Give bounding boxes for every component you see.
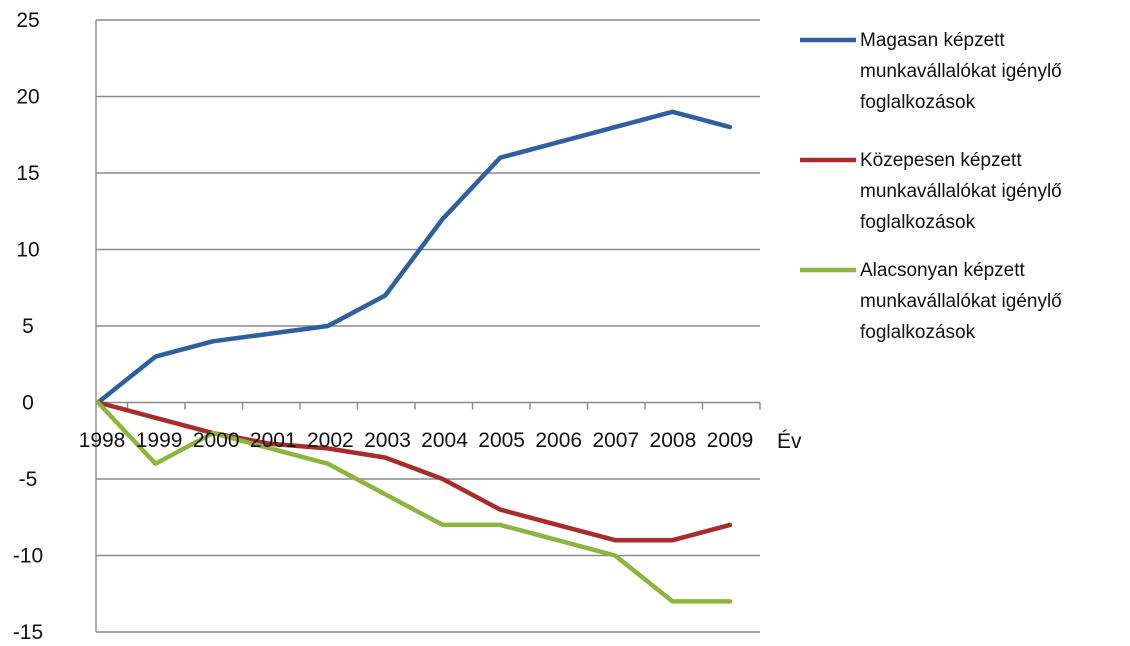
series-line-3 (95, 400, 733, 604)
x-tick-label: 2000 (193, 429, 240, 452)
legend-label-3: Alacsonyan képzett (860, 260, 1025, 281)
y-tick-label: -15 (13, 621, 43, 644)
legend-label-1: foglalkozások (860, 92, 976, 113)
x-tick-label: 2004 (421, 429, 468, 452)
y-tick-label: -10 (13, 545, 43, 568)
legend-label-2: Közepesen képzett (860, 150, 1022, 171)
legend-label-2: foglalkozások (860, 212, 976, 233)
y-tick-label: 15 (16, 162, 39, 185)
legend-label-1: Magasan képzett (860, 30, 1005, 51)
legend-label-1: munkavállalókat igénylő (860, 61, 1062, 82)
x-tick-label: 2005 (478, 429, 525, 452)
y-tick-label: 25 (16, 9, 39, 32)
x-tick-label: 1998 (79, 429, 126, 452)
y-tick-label: 5 (22, 315, 34, 338)
x-tick-labels: 1998 1999 2000 2001 2002 2003 2004 2005 2006 2007… (79, 429, 754, 452)
series-line-1 (95, 109, 733, 405)
y-tick-label: 20 (16, 86, 39, 109)
axes (95, 20, 761, 632)
y-tick-label: -5 (19, 468, 38, 491)
x-tick-label: 2008 (650, 429, 697, 452)
gridlines (96, 19, 760, 633)
series-line-2 (95, 400, 733, 543)
x-tick-label: 2001 (250, 429, 297, 452)
legend-label-3: foglalkozások (860, 322, 976, 343)
legend: Magasan képzett munkavállalókat igénylő fo… (800, 30, 1062, 343)
legend-label-3: munkavállalókat igénylő (860, 291, 1062, 312)
legend-label-2: munkavállalókat igénylő (860, 181, 1062, 202)
y-tick-labels: 25 20 15 10 5 0 -5 -10 -15 (13, 9, 43, 644)
x-tick-label: 2006 (535, 429, 582, 452)
y-tick-label: 0 (22, 392, 34, 415)
x-axis-title: Év (777, 430, 802, 453)
x-tick-label: 2003 (364, 429, 411, 452)
x-tick-label: 2007 (592, 429, 639, 452)
y-tick-label: 10 (16, 239, 39, 262)
x-tick-label: 1999 (136, 429, 183, 452)
x-tick-label: 2009 (707, 429, 754, 452)
series-lines (95, 109, 733, 604)
x-tick-label: 2002 (307, 429, 354, 452)
